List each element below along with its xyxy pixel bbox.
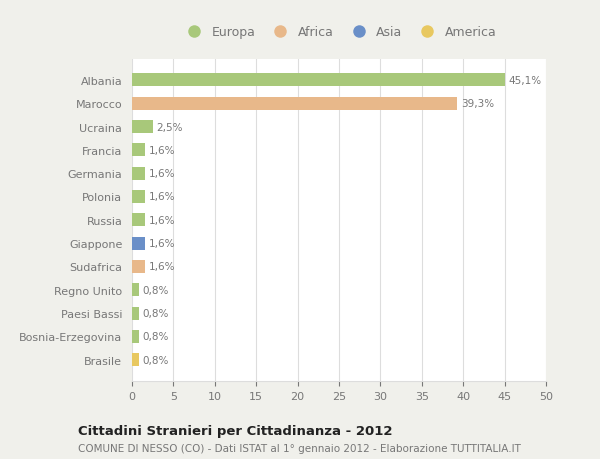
Bar bbox=[132, 190, 145, 203]
Text: 1,6%: 1,6% bbox=[149, 262, 175, 272]
Bar bbox=[132, 144, 145, 157]
Text: 1,6%: 1,6% bbox=[149, 169, 175, 179]
Text: 1,6%: 1,6% bbox=[149, 192, 175, 202]
Bar bbox=[132, 260, 145, 273]
Bar bbox=[132, 237, 145, 250]
Text: 1,6%: 1,6% bbox=[149, 146, 175, 156]
Text: 0,8%: 0,8% bbox=[142, 332, 169, 341]
Text: COMUNE DI NESSO (CO) - Dati ISTAT al 1° gennaio 2012 - Elaborazione TUTTITALIA.I: COMUNE DI NESSO (CO) - Dati ISTAT al 1° … bbox=[78, 443, 521, 453]
Bar bbox=[132, 307, 139, 320]
Legend: Europa, Africa, Asia, America: Europa, Africa, Asia, America bbox=[176, 21, 502, 44]
Text: 1,6%: 1,6% bbox=[149, 215, 175, 225]
Bar bbox=[132, 353, 139, 366]
Text: Cittadini Stranieri per Cittadinanza - 2012: Cittadini Stranieri per Cittadinanza - 2… bbox=[78, 424, 392, 437]
Bar bbox=[132, 74, 505, 87]
Bar bbox=[132, 330, 139, 343]
Bar bbox=[132, 168, 145, 180]
Text: 45,1%: 45,1% bbox=[509, 76, 542, 86]
Text: 1,6%: 1,6% bbox=[149, 239, 175, 249]
Bar bbox=[132, 98, 457, 110]
Bar bbox=[132, 284, 139, 297]
Text: 0,8%: 0,8% bbox=[142, 308, 169, 319]
Text: 0,8%: 0,8% bbox=[142, 355, 169, 365]
Text: 2,5%: 2,5% bbox=[156, 122, 182, 132]
Text: 0,8%: 0,8% bbox=[142, 285, 169, 295]
Bar bbox=[132, 214, 145, 227]
Text: 39,3%: 39,3% bbox=[461, 99, 494, 109]
Bar bbox=[132, 121, 152, 134]
